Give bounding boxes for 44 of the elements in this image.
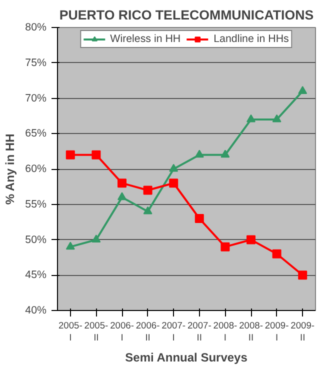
y-tick-label: 70%	[25, 92, 48, 104]
chart-title: PUERTO RICO TELECOMMUNICATIONS	[59, 8, 314, 22]
x-tick-label: 2006- I	[110, 320, 134, 342]
x-tick-label: 2005- II	[84, 320, 108, 342]
point	[118, 178, 126, 188]
point	[246, 235, 256, 244]
point	[246, 114, 256, 122]
y-tick-label: 80%	[25, 22, 48, 34]
point	[194, 214, 204, 224]
point	[272, 114, 282, 122]
x-tick-label: 2008- II	[239, 320, 263, 342]
point	[143, 186, 152, 195]
x-tick-label: 2007- II	[187, 320, 212, 342]
y-tick-label: 65%	[25, 128, 48, 140]
point	[298, 270, 308, 280]
point	[272, 249, 282, 258]
y-tick-label: 45%	[25, 269, 48, 282]
point	[143, 206, 152, 214]
x-tick-label: 2007- I	[162, 320, 186, 342]
point	[220, 242, 230, 252]
y-axis-title: % Any in HH	[3, 134, 18, 205]
point	[118, 192, 126, 200]
point	[169, 164, 178, 172]
point	[92, 234, 101, 243]
point	[220, 150, 230, 158]
point	[66, 242, 75, 250]
x-tick-label: 2009- II	[290, 320, 315, 342]
y-tick-label: 50%	[25, 234, 48, 246]
x-tick-label: 2008- I	[213, 320, 238, 342]
point	[169, 178, 178, 188]
point	[92, 150, 101, 160]
x-tick-label: 2005- I	[58, 320, 82, 342]
x-tick-label: 2009- I	[264, 320, 289, 342]
point	[66, 150, 75, 160]
legend-label: Wireless in HH	[110, 33, 181, 45]
y-tick-label: 60%	[25, 163, 48, 175]
x-axis-title: Semi Annual Surveys	[125, 350, 248, 364]
point	[298, 86, 308, 94]
point	[194, 150, 204, 158]
y-tick-label: 40%	[25, 304, 48, 316]
x-tick-label: 2006- II	[136, 320, 160, 342]
y-tick-label: 75%	[25, 56, 48, 69]
legend-label: Landline in HHs	[214, 33, 289, 45]
y-tick-label: 55%	[25, 198, 48, 210]
